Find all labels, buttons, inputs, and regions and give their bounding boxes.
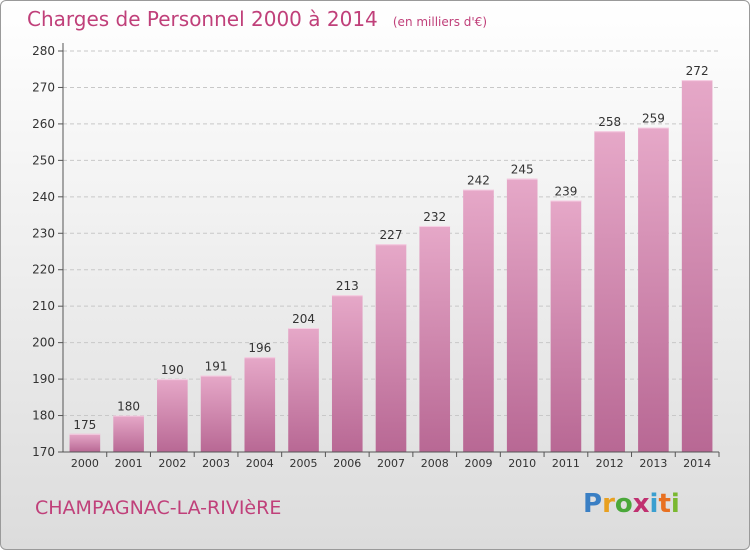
data-label: 259 [642, 112, 665, 126]
y-tick-label: 270 [32, 80, 55, 94]
bar-2013 [638, 127, 669, 453]
data-label: 196 [248, 341, 271, 355]
bar-2003 [200, 375, 232, 452]
commune-name: CHAMPAGNAC-LA-RIVIèRE [35, 497, 282, 519]
y-tick-label: 280 [32, 44, 55, 58]
y-tick-label: 230 [32, 226, 55, 240]
y-tick-label: 240 [32, 190, 55, 204]
x-tick-label: 2008 [421, 457, 449, 470]
axis-layer: 170 180 190 200 210 220 230 240 250 260 270 280 2000… [32, 43, 720, 470]
bar-2005 [288, 328, 319, 452]
bar-2008 [419, 225, 451, 452]
x-tick-label: 2007 [377, 457, 405, 470]
bar-2004 [244, 357, 276, 452]
x-tick-label: 2012 [596, 457, 624, 470]
bar-2007 [375, 244, 407, 452]
data-label: 272 [686, 64, 709, 78]
chart-unit: (en milliers d'€) [392, 15, 487, 29]
bar-2011 [550, 200, 582, 452]
y-tick-label: 200 [32, 336, 55, 350]
x-tick-label: 2005 [290, 457, 318, 470]
x-tick-label: 2004 [246, 457, 274, 470]
bar-2012 [594, 131, 625, 452]
x-tick-label: 2001 [115, 457, 143, 470]
bar-2000 [69, 433, 101, 452]
bar-2006 [331, 295, 363, 452]
data-label: 175 [73, 418, 96, 432]
bar-2002 [157, 379, 188, 452]
data-label: 190 [161, 363, 184, 377]
bars-layer: 175 180 190 191 196 204 213 227 232 242 245 239 258 2… [69, 64, 713, 453]
x-tick-label: 2010 [508, 457, 536, 470]
x-tick-label: 2011 [552, 457, 580, 470]
data-label: 213 [336, 279, 359, 293]
data-label: 245 [511, 163, 534, 177]
data-label: 242 [467, 174, 490, 188]
data-label: 232 [423, 210, 446, 224]
bar-2014 [681, 80, 713, 452]
x-tick-label: 2009 [464, 457, 492, 470]
data-label: 239 [554, 184, 577, 198]
data-label: 191 [205, 359, 228, 373]
y-tick-label: 190 [32, 372, 55, 386]
y-tick-label: 220 [32, 263, 55, 277]
data-label: 180 [117, 400, 140, 414]
bar-2010 [506, 178, 538, 452]
x-tick-label: 2000 [71, 457, 99, 470]
y-tick-label: 170 [32, 445, 55, 459]
x-tick-label: 2003 [202, 457, 230, 470]
y-tick-label: 250 [32, 153, 55, 167]
x-tick-label: 2013 [639, 457, 667, 470]
bar-2009 [463, 189, 494, 452]
x-tick-label: 2006 [333, 457, 361, 470]
data-label: 258 [598, 115, 621, 129]
y-tick-label: 210 [32, 299, 55, 313]
y-tick-label: 180 [32, 409, 55, 423]
bar-2001 [113, 415, 144, 452]
chart-title: Charges de Personnel 2000 à 2014 [27, 7, 378, 31]
x-tick-label: 2014 [683, 457, 711, 470]
title-row: Charges de Personnel 2000 à 2014 (en mil… [27, 7, 487, 31]
proxiti-logo[interactable]: Proxiti [583, 489, 680, 519]
x-tick-label: 2002 [158, 457, 186, 470]
y-tick-label: 260 [32, 117, 55, 131]
data-label: 227 [380, 228, 403, 242]
data-label: 204 [292, 312, 315, 326]
